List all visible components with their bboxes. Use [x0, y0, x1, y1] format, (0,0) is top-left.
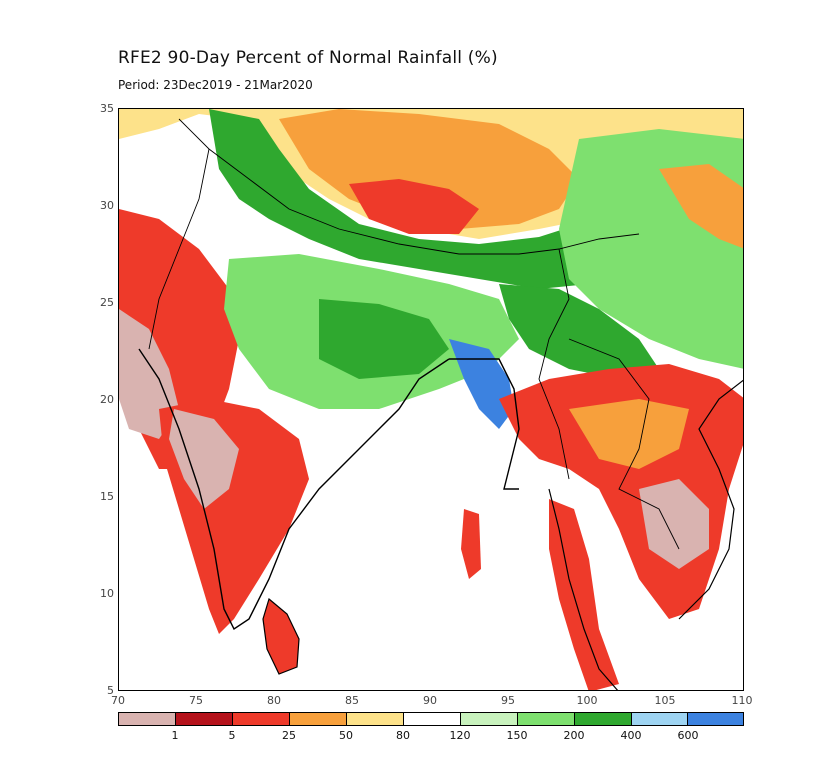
lat-tick-25: 25 — [100, 296, 114, 309]
lon-tick-85: 85 — [345, 694, 359, 707]
lon-tick-110: 110 — [731, 694, 753, 707]
lat-tick-35: 35 — [100, 102, 114, 115]
legend-label-7: 200 — [563, 729, 585, 742]
legend-label-4: 80 — [396, 729, 410, 742]
map-period: Period: 23Dec2019 - 21Mar2020 — [118, 78, 313, 92]
lon-tick-95: 95 — [501, 694, 515, 707]
region-southeast-asia-below — [569, 399, 689, 469]
lat-tick-30: 30 — [100, 199, 114, 212]
rainfall-map — [118, 108, 744, 691]
legend-swatch-1 — [175, 712, 233, 726]
region-tibet-dry — [349, 179, 479, 234]
coastline-india — [138, 348, 450, 631]
region-andaman-islands — [461, 509, 481, 579]
region-malay-peninsula — [549, 499, 619, 690]
legend-swatch-2 — [232, 712, 290, 726]
border-indochina — [568, 338, 680, 550]
legend-swatch-7 — [517, 712, 575, 726]
map-canvas — [119, 109, 743, 690]
legend-swatch-8 — [574, 712, 632, 726]
lon-tick-75: 75 — [189, 694, 203, 707]
legend-swatch-3 — [289, 712, 347, 726]
region-northwest-extreme-dry — [119, 309, 179, 439]
lon-tick-70: 70 — [111, 694, 125, 707]
border-himalaya — [178, 118, 640, 255]
lat-tick-20: 20 — [100, 393, 114, 406]
lat-tick-10: 10 — [100, 587, 114, 600]
map-title: RFE2 90-Day Percent of Normal Rainfall (… — [118, 48, 498, 68]
legend-swatch-4 — [346, 712, 404, 726]
lon-tick-100: 100 — [576, 694, 598, 707]
legend-swatch-5 — [403, 712, 461, 726]
lon-tick-80: 80 — [267, 694, 281, 707]
legend-label-0: 1 — [171, 729, 179, 742]
lat-tick-15: 15 — [100, 490, 114, 503]
legend-label-6: 150 — [506, 729, 528, 742]
border-myanmar — [538, 248, 570, 480]
region-southeast-asia-extreme-dry — [639, 479, 709, 569]
legend-label-9: 600 — [677, 729, 699, 742]
coastline-bay-east — [449, 358, 520, 490]
legend-label-8: 400 — [620, 729, 642, 742]
color-legend — [118, 712, 744, 726]
lon-tick-90: 90 — [423, 694, 437, 707]
legend-label-2: 25 — [282, 729, 296, 742]
region-bay-coast-very-wet — [449, 339, 514, 429]
region-peninsula-extreme-dry — [169, 409, 239, 509]
region-east-china-below — [659, 164, 743, 249]
coastline-southeast-asia — [548, 488, 619, 690]
legend-label-5: 120 — [449, 729, 471, 742]
region-sri-lanka — [263, 599, 299, 674]
region-central-india-very-wet — [319, 299, 449, 379]
legend-swatch-9 — [631, 712, 688, 726]
legend-swatch-10 — [687, 712, 744, 726]
region-tibet-below-normal — [279, 109, 579, 229]
lat-tick-5: 5 — [107, 684, 114, 697]
legend-label-3: 50 — [339, 729, 353, 742]
border-india-pakistan — [148, 148, 210, 350]
coastline-indochina — [678, 379, 743, 620]
coastline-sri-lanka — [262, 597, 300, 675]
legend-label-1: 5 — [228, 729, 236, 742]
legend-swatch-6 — [460, 712, 518, 726]
lon-tick-105: 105 — [654, 694, 676, 707]
region-northeast-wet — [499, 284, 659, 379]
legend-swatch-0 — [118, 712, 176, 726]
